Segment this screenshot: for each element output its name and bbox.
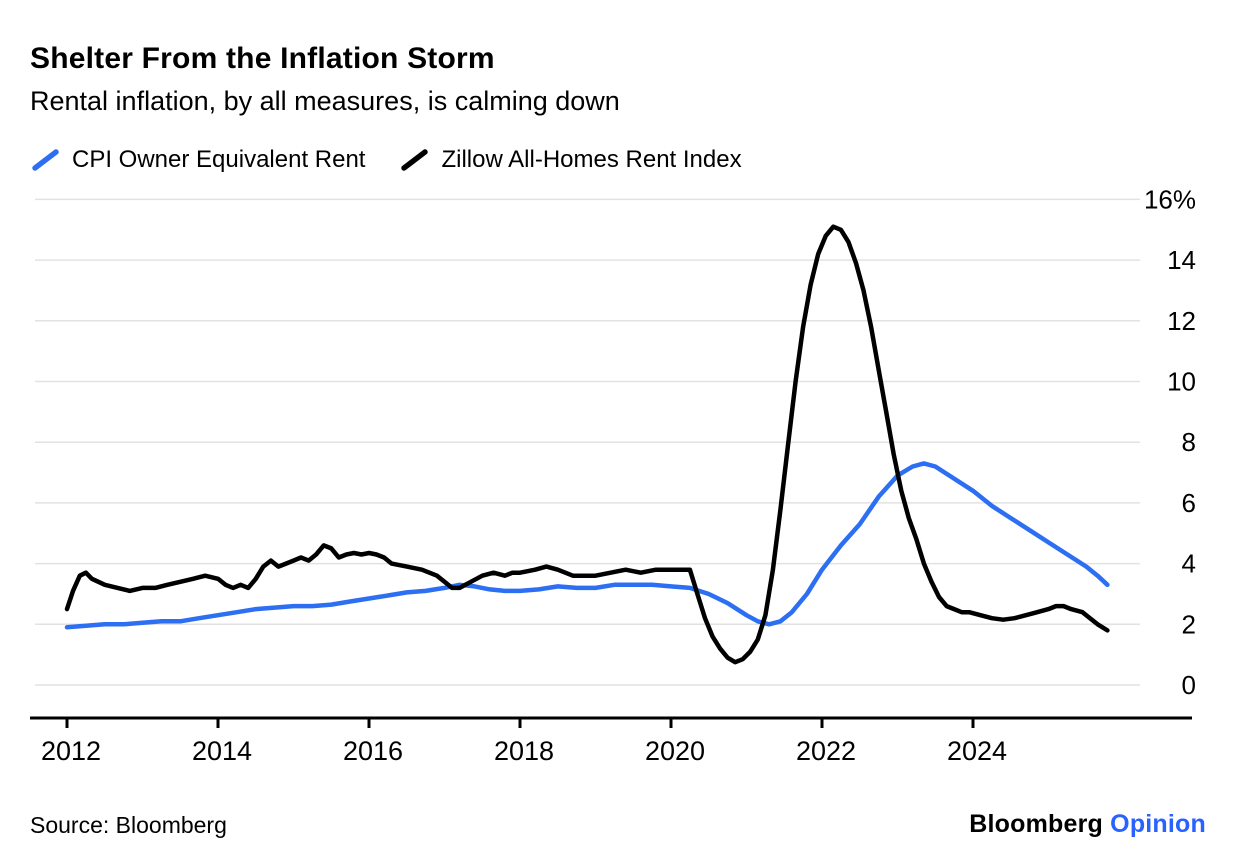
x-axis-label: 2016 (343, 736, 403, 766)
legend-label-zillow: Zillow All-Homes Rent Index (441, 146, 742, 173)
y-axis-label: 6 (1182, 488, 1196, 518)
bloomberg-opinion-logo: Bloomberg Opinion (969, 810, 1206, 839)
legend: CPI Owner Equivalent Rent Zillow All-Hom… (30, 146, 742, 174)
y-axis-label: 16% (1144, 184, 1196, 214)
y-axis-label: 2 (1182, 609, 1196, 639)
page-subtitle: Rental inflation, by all measures, is ca… (30, 86, 620, 116)
zillow-line-icon (401, 149, 429, 171)
legend-item-zillow: Zillow All-Homes Rent Index (399, 146, 742, 174)
series-line-zillow (64, 224, 1110, 665)
legend-label-cpi: CPI Owner Equivalent Rent (72, 146, 366, 173)
y-axis-label: 8 (1182, 427, 1196, 457)
source-note: Source: Bloomberg (30, 812, 227, 838)
y-axis-label: 12 (1167, 306, 1196, 336)
x-axis-label: 2022 (796, 736, 856, 766)
x-axis-label: 2018 (494, 736, 554, 766)
x-axis-label: 2014 (192, 736, 252, 766)
x-axis-label: 2024 (947, 736, 1007, 766)
y-axis-label: 0 (1182, 670, 1196, 700)
x-axis-label: 2020 (645, 736, 705, 766)
brand-opinion: Opinion (1110, 810, 1206, 838)
page-title: Shelter From the Inflation Storm (30, 42, 495, 75)
series-line-cpi (64, 461, 1110, 630)
legend-item-cpi: CPI Owner Equivalent Rent (30, 146, 365, 174)
brand-bloomberg: Bloomberg (969, 810, 1104, 838)
cpi-line-icon (32, 149, 59, 171)
y-axis-label: 14 (1167, 245, 1196, 275)
y-axis-label: 10 (1167, 367, 1196, 397)
x-axis-label: 2012 (41, 736, 101, 766)
y-axis-label: 4 (1182, 549, 1196, 579)
